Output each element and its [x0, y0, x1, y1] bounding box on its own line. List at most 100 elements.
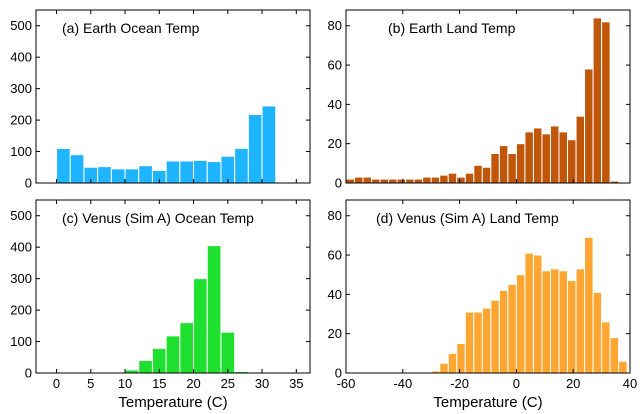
ytick-label-c-0: 0: [25, 366, 32, 381]
xtick-label-c-5: 25: [221, 376, 235, 391]
bar-d-5: [456, 343, 466, 374]
bar-a-15: [261, 105, 277, 184]
ytick-label-b-2: 40: [328, 97, 342, 112]
bar-b-21: [524, 131, 534, 184]
panel-venus-ocean: 0 5 10 15 20 25 30 35 0 100 200 300 400 500 (c) Venus …: [10, 199, 311, 411]
ytick-label-b-0: 0: [335, 176, 342, 191]
ytick-label-d-2: 40: [328, 287, 342, 302]
bar-b-7: [405, 178, 415, 184]
ytick-label-d-0: 0: [335, 366, 342, 381]
bar-b-1: [354, 176, 364, 184]
xtick-label-c-1: 5: [87, 376, 94, 391]
bar-b-22: [532, 127, 543, 184]
bar-b-19: [507, 153, 517, 184]
bar-b-29: [592, 17, 603, 184]
ytick-label-a-3: 300: [10, 81, 32, 96]
xtick-label-c-7: 35: [289, 376, 303, 391]
bar-a-11: [206, 161, 222, 184]
bar-c-8: [206, 245, 222, 374]
bar-d-10: [498, 289, 509, 374]
panel-title-d: (d) Venus (Sim A) Land Temp: [376, 210, 559, 226]
xtick-label-d-5: 40: [623, 376, 637, 391]
bar-b-11: [439, 174, 449, 184]
panel-title-b: (b) Earth Land Temp: [388, 20, 516, 36]
axes-frame-a: [35, 9, 311, 184]
ytick-label-c-5: 500: [10, 208, 32, 223]
ytick-label-d-4: 80: [328, 208, 342, 223]
bar-b-28: [584, 68, 594, 184]
bar-b-9: [422, 176, 432, 184]
bar-a-6: [138, 165, 153, 184]
bar-a-9: [179, 160, 195, 184]
axes-frame-b: [345, 9, 631, 184]
bar-c-7: [193, 278, 208, 374]
bar-b-10: [430, 176, 441, 184]
ytick-label-b-1: 20: [328, 136, 342, 151]
bar-b-15: [473, 164, 483, 184]
bar-d-21: [592, 291, 603, 374]
bar-a-12: [220, 155, 236, 184]
bar-d-7: [473, 311, 483, 374]
x-axis-label-c: Temperature (C): [118, 394, 227, 411]
bar-b-13: [456, 176, 466, 184]
bar-d-20: [584, 236, 594, 374]
panel-title-c: (c) Venus (Sim A) Ocean Temp: [62, 210, 254, 226]
bar-c-9: [220, 331, 236, 374]
bar-b-27: [575, 115, 586, 184]
bar-d-16: [549, 268, 560, 374]
bar-a-4: [110, 168, 126, 184]
xtick-label-d-2: -20: [450, 376, 469, 391]
xtick-label-d-4: 20: [566, 376, 580, 391]
bar-b-3: [371, 178, 381, 184]
bar-a-0: [56, 147, 71, 184]
bar-b-30: [601, 21, 611, 184]
bar-d-11: [507, 284, 517, 374]
xtick-label-c-3: 15: [152, 376, 166, 391]
bar-a-3: [97, 166, 112, 184]
bar-d-8: [481, 307, 492, 374]
ytick-label-b-4: 80: [328, 18, 342, 33]
ytick-label-d-1: 20: [328, 326, 342, 341]
ytick-label-b-3: 60: [328, 58, 342, 73]
bar-d-19: [575, 268, 586, 374]
bar-d-12: [515, 274, 526, 374]
bar-b-8: [413, 178, 424, 184]
bar-c-3: [138, 359, 153, 374]
panel-title-a: (a) Earth Ocean Temp: [62, 20, 200, 36]
xtick-label-c-0: 0: [53, 376, 60, 391]
panel-earth-land: 0 20 40 60 80 (b) Earth Land Temp: [328, 9, 631, 191]
bar-d-3: [439, 362, 449, 374]
bar-b-25: [558, 131, 569, 184]
bar-c-6: [179, 322, 195, 374]
bar-d-22: [601, 321, 611, 374]
bar-b-16: [481, 166, 492, 184]
bar-d-14: [532, 254, 543, 374]
bar-d-13: [524, 252, 534, 374]
bar-a-8: [165, 160, 181, 184]
ytick-label-a-5: 500: [10, 18, 32, 33]
bar-b-5: [388, 178, 398, 184]
ytick-label-a-1: 100: [10, 144, 32, 159]
bar-d-9: [490, 299, 500, 374]
bar-b-12: [447, 172, 458, 184]
bar-a-13: [234, 147, 249, 184]
panel-earth-ocean: 0 100 200 300 400 500 (a) Earth Ocean Temp: [10, 9, 311, 191]
bar-b-18: [498, 145, 509, 184]
bar-d-4: [447, 352, 458, 374]
bar-b-0: [345, 178, 356, 184]
bar-b-6: [396, 178, 407, 184]
bar-b-23: [541, 133, 551, 184]
bar-d-6: [464, 311, 475, 374]
bar-b-26: [567, 139, 577, 184]
bar-b-24: [549, 125, 560, 184]
ytick-label-c-2: 200: [10, 303, 32, 318]
bar-d-15: [541, 270, 551, 374]
xtick-label-d-3: 0: [513, 376, 520, 391]
bar-d-18: [567, 280, 577, 374]
bar-a-5: [124, 168, 140, 184]
bar-b-17: [490, 153, 500, 184]
x-axis-label-d: Temperature (C): [433, 394, 542, 411]
axes-frame-c: [35, 199, 311, 374]
xtick-label-c-4: 20: [186, 376, 200, 391]
